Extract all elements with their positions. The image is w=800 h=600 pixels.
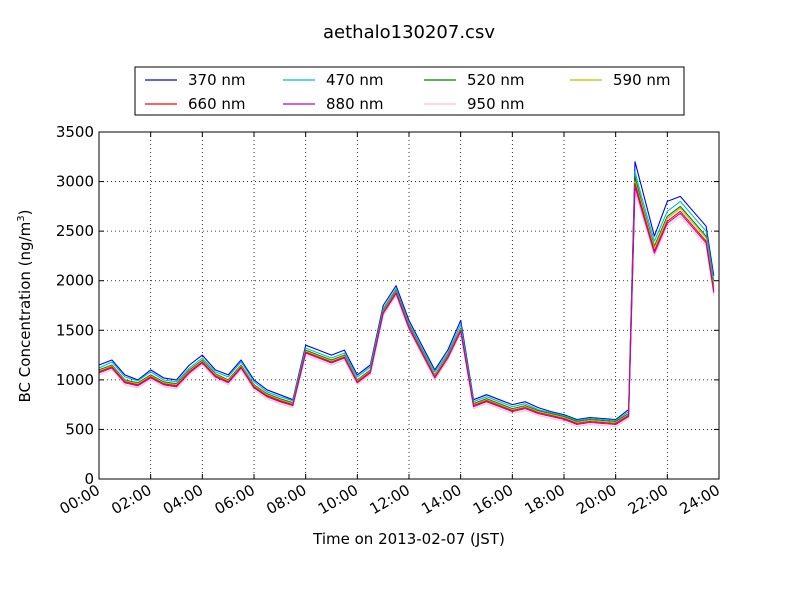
legend-label: 950 nm (467, 95, 525, 113)
legend-label: 520 nm (467, 71, 525, 89)
x-tick-label: 12:00 (367, 481, 413, 518)
x-tick-label: 18:00 (522, 481, 568, 518)
legend-item: 880 nm (283, 95, 384, 113)
y-tick-label: 3000 (56, 173, 94, 191)
chart-title: aethalo130207.csv (323, 22, 495, 43)
y-tick-label: 1500 (56, 321, 94, 339)
x-tick-label: 24:00 (677, 481, 723, 518)
y-axis-label-sup: 3 (16, 215, 27, 221)
y-tick-labels: 0 500 1000 1500 2000 2500 3000 3500 (56, 123, 94, 488)
y-tick-label: 2000 (56, 272, 94, 290)
legend-item: 950 nm (424, 95, 525, 113)
legend-item: 370 nm (145, 71, 246, 89)
legend-item: 660 nm (145, 95, 246, 113)
y-axis-label-main: BC Concentration (ng/m (16, 222, 34, 403)
legend-box (134, 66, 685, 116)
x-tick-labels: 00:00 02:00 04:00 06:00 08:00 10:00 12:00 14:00… (57, 481, 723, 518)
series-line-880-nm (98, 185, 715, 426)
legend-item: 590 nm (570, 71, 671, 89)
x-tick-label: 22:00 (625, 481, 671, 518)
x-tick-label: 20:00 (573, 481, 619, 518)
legend-label: 660 nm (188, 95, 246, 113)
legend-label: 590 nm (613, 71, 671, 89)
x-tick-label: 04:00 (160, 481, 206, 518)
x-tick-label: 16:00 (470, 481, 516, 518)
x-tick-label: 06:00 (212, 481, 258, 518)
y-axis-label-suffix: ) (16, 210, 34, 216)
x-tick-label: 02:00 (108, 481, 154, 518)
y-tick-label: 1000 (56, 371, 94, 389)
legend-item: 470 nm (283, 71, 384, 89)
axis-ticks (98, 131, 720, 480)
legend: 370 nm 470 nm 520 nm 590 nm 660 nm 880 nm 950 … (134, 66, 685, 116)
x-tick-label: 10:00 (315, 481, 361, 518)
series-layer (98, 161, 715, 428)
y-tick-label: 0 (84, 470, 94, 488)
legend-label: 370 nm (188, 71, 246, 89)
x-tick-label: 08:00 (263, 481, 309, 518)
series-line-470-nm (98, 171, 715, 422)
grid-lines (99, 132, 719, 479)
y-tick-label: 2500 (56, 222, 94, 240)
series-line-370-nm (98, 161, 715, 421)
series-line-950-nm (98, 190, 715, 428)
legend-item: 520 nm (424, 71, 525, 89)
y-tick-label: 500 (65, 420, 94, 438)
legend-label: 470 nm (326, 71, 384, 89)
x-tick-label: 00:00 (57, 481, 103, 518)
y-axis-label: BC Concentration (ng/m3) (16, 210, 34, 403)
x-axis-label: Time on 2013-02-07 (JST) (312, 530, 505, 548)
y-tick-label: 3500 (56, 123, 94, 141)
x-tick-label: 14:00 (418, 481, 464, 518)
legend-label: 880 nm (326, 95, 384, 113)
